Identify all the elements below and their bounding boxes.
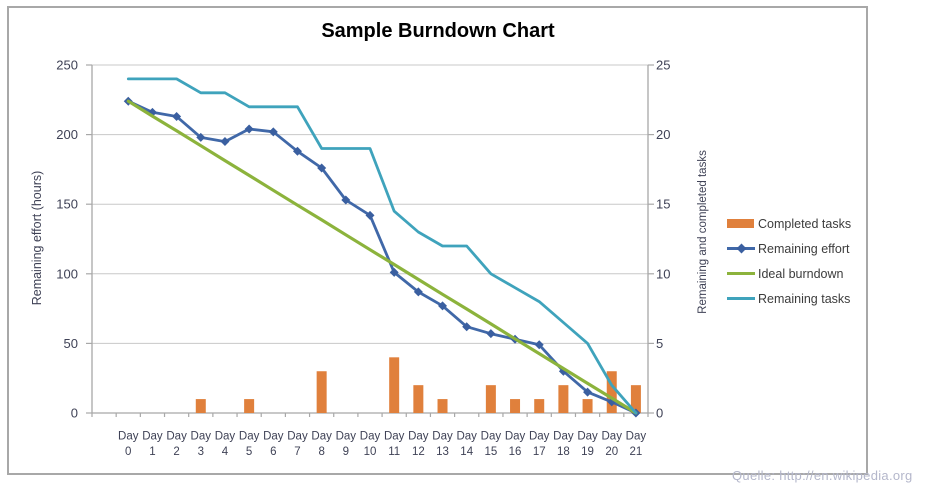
diamond-marker: [486, 329, 496, 339]
diamond-marker: [268, 127, 278, 137]
legend-item-ideal-burndown: Ideal burndown: [727, 261, 851, 286]
x-category-label: Day 3: [191, 431, 212, 459]
x-category-label: Day 12: [408, 431, 429, 459]
line-path: [126, 99, 638, 415]
right-axis-title: Remaining and completed tasks: [697, 150, 709, 314]
x-category-label: Day 8: [311, 431, 332, 459]
bar: [534, 399, 545, 413]
legend: Completed tasks Remaining effort Ideal bur…: [727, 211, 851, 311]
diamond-marker: [196, 132, 206, 142]
x-category-label: Day 17: [529, 431, 550, 459]
right-tick-label: 0: [656, 406, 663, 421]
x-category-label: Day 1: [142, 431, 163, 459]
bar: [510, 399, 521, 413]
x-category-label: Day 14: [456, 431, 477, 459]
x-category-label: Day 0: [118, 431, 139, 459]
right-tick-label: 25: [656, 58, 670, 73]
bar: [485, 385, 496, 413]
bar: [630, 385, 641, 413]
bar: [389, 357, 400, 413]
left-tick-label: 150: [56, 197, 78, 212]
x-category-label: Day 21: [626, 431, 647, 459]
x-category-label: Day 15: [481, 431, 502, 459]
diamond-marker: [292, 146, 302, 156]
legend-line-swatch-icon: [727, 293, 755, 305]
bar: [316, 371, 327, 413]
x-category-label: Day 5: [239, 431, 260, 459]
line-path: [126, 77, 638, 415]
diamond-marker: [438, 301, 448, 311]
right-tick-label: 10: [656, 266, 670, 281]
x-category-label: Day 4: [215, 431, 236, 459]
series-remaining-effort: [123, 96, 641, 418]
diamond-marker: [172, 112, 182, 122]
diamond-marker: [583, 387, 593, 397]
right-tick-label: 20: [656, 127, 670, 142]
bar: [413, 385, 424, 413]
left-tick-label: 0: [71, 406, 78, 421]
series-completed-tasks: [195, 357, 641, 413]
left-tick-label: 200: [56, 127, 78, 142]
series-remaining-tasks: [126, 77, 638, 415]
diamond-marker: [365, 210, 375, 220]
source-note: Quelle: http://en.wikipedia.org: [732, 468, 913, 483]
x-category-label: Day 10: [360, 431, 381, 459]
bar: [244, 399, 255, 413]
legend-item-completed-tasks: Completed tasks: [727, 211, 851, 236]
diamond-marker: [317, 163, 327, 173]
diamond-marker: [413, 287, 423, 297]
axes: [86, 64, 654, 417]
legend-label: Ideal burndown: [758, 266, 844, 281]
bar: [558, 385, 569, 413]
left-tick-label: 100: [56, 266, 78, 281]
legend-item-remaining-effort: Remaining effort: [727, 236, 851, 261]
legend-bar-swatch-icon: [727, 218, 755, 230]
left-tick-label: 250: [56, 58, 78, 73]
diamond-marker: [389, 267, 399, 277]
legend-line-swatch-icon: [727, 268, 755, 280]
legend-label: Remaining effort: [758, 241, 850, 256]
x-category-label: Day 11: [384, 431, 405, 459]
diamond-marker: [534, 340, 544, 350]
chart-frame: [7, 6, 868, 475]
legend-label: Completed tasks: [758, 216, 852, 231]
legend-label: Remaining tasks: [758, 291, 851, 306]
x-category-label: Day 18: [553, 431, 574, 459]
diamond-marker-icon: [736, 243, 746, 254]
x-category-label: Day 13: [432, 431, 453, 459]
legend-item-remaining-tasks: Remaining tasks: [727, 286, 851, 311]
x-category-label: Day 7: [287, 431, 308, 459]
diamond-marker: [462, 322, 472, 332]
bar: [582, 399, 593, 413]
x-category-label: Day 2: [166, 431, 187, 459]
left-axis-title: Remaining effort (hours): [30, 170, 44, 306]
gridlines: [92, 64, 648, 344]
left-tick-label: 50: [64, 336, 78, 351]
chart-title: Sample Burndown Chart: [321, 20, 555, 42]
bar: [437, 399, 448, 413]
bar: [195, 399, 206, 413]
x-category-label: Day 20: [602, 431, 623, 459]
diamond-marker: [244, 124, 254, 134]
x-category-label: Day 19: [577, 431, 598, 459]
line-path: [126, 99, 638, 415]
x-category-label: Day 16: [505, 431, 526, 459]
legend-line-swatch-icon: [727, 243, 755, 255]
series-ideal-burndown: [126, 99, 638, 415]
right-tick-label: 5: [656, 336, 663, 351]
bar: [606, 371, 617, 413]
x-category-label: Day 6: [263, 431, 284, 459]
diamond-marker: [341, 195, 351, 205]
diamond-marker: [220, 137, 230, 147]
right-tick-label: 15: [656, 197, 670, 212]
x-category-label: Day 9: [336, 431, 357, 459]
